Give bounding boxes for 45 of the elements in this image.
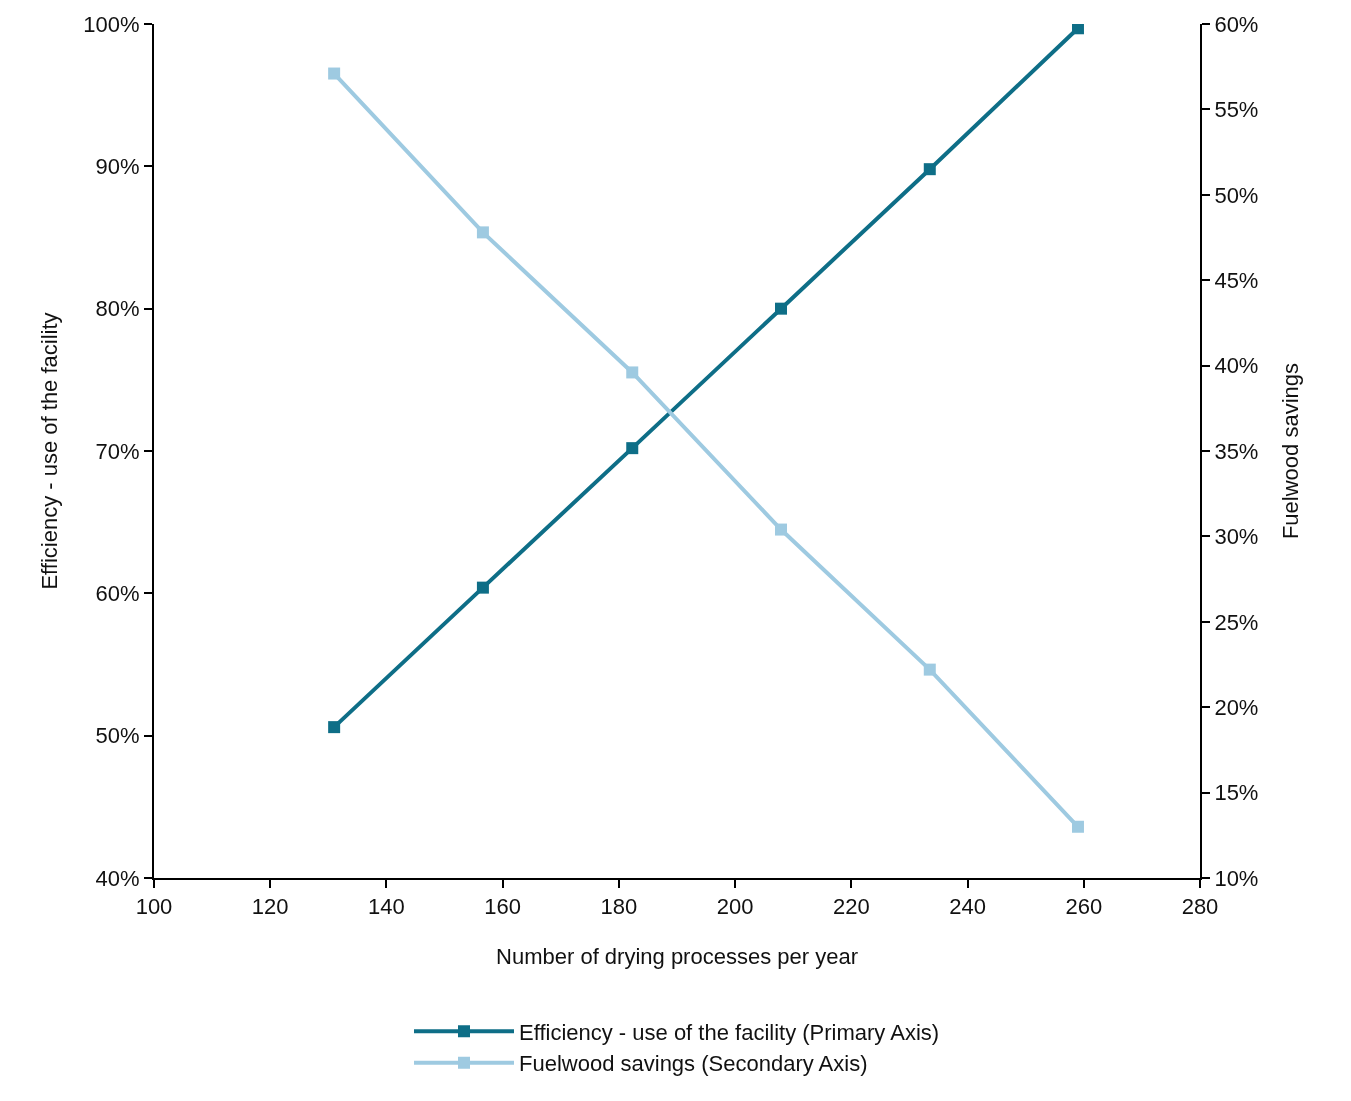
point [476, 581, 489, 594]
y2-tick-label: 10% [1214, 865, 1259, 891]
y2-tick-label: 60% [1214, 11, 1259, 37]
y2-tick-label: 55% [1214, 97, 1259, 123]
y-tick-label: 90% [95, 154, 140, 180]
legend-label: Efficiency - use of the facility (Primary Axis) [519, 1019, 940, 1045]
x-tick-label: 280 [1181, 894, 1219, 920]
x-tick-label: 120 [251, 894, 289, 920]
point [476, 226, 489, 239]
point [626, 442, 639, 455]
x-tick-label: 180 [600, 894, 638, 920]
y-tick-label: 80% [95, 296, 140, 322]
point [923, 163, 936, 176]
y2-tick-label: 20% [1214, 694, 1259, 720]
x-tick-label: 160 [484, 894, 522, 920]
x-tick-label: 140 [368, 894, 405, 920]
point [328, 67, 341, 80]
y2-tick-label: 40% [1214, 353, 1259, 379]
y-tick-label: 60% [95, 581, 140, 607]
y-tick-label: 100% [83, 11, 140, 37]
y-tick-label: 50% [95, 723, 140, 749]
y-axis-title: Efficiency - use of the facility [36, 312, 62, 590]
point [1071, 820, 1084, 833]
x-tick-label: 240 [949, 894, 986, 920]
point [923, 663, 936, 676]
legend-label: Fuelwood savings (Secondary Axis) [519, 1051, 868, 1077]
x-tick-label: 100 [135, 894, 173, 920]
y2-tick-label: 35% [1214, 438, 1259, 464]
y2-tick-label: 15% [1214, 780, 1259, 806]
y2-tick-label: 30% [1214, 524, 1259, 550]
point [328, 721, 341, 734]
x-tick-label: 220 [832, 894, 870, 920]
y2-tick-label: 25% [1214, 609, 1259, 635]
y-tick-label: 70% [95, 438, 140, 464]
point [626, 366, 639, 379]
point [775, 523, 788, 536]
y-tick-label: 40% [95, 865, 140, 891]
y2-tick-label: 45% [1214, 267, 1259, 293]
x-axis-title: Number of drying processes per year [496, 943, 858, 969]
y2-tick-label: 50% [1214, 182, 1259, 208]
x-tick-label: 200 [716, 894, 754, 920]
x-tick-label: 260 [1065, 894, 1103, 920]
point [775, 302, 788, 315]
point [1071, 24, 1084, 35]
y2-axis-title: Fuelwood savings [1277, 362, 1303, 540]
